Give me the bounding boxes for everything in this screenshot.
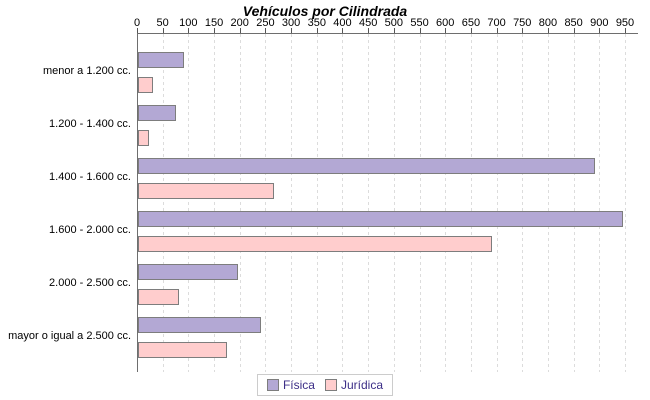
x-tick-label: 500 bbox=[384, 17, 403, 29]
legend: Física Jurídica bbox=[0, 374, 650, 396]
x-tick-mark bbox=[368, 28, 370, 33]
gridline bbox=[470, 34, 472, 372]
category-label: 2.000 - 2.500 cc. bbox=[49, 277, 131, 289]
x-tick-label: 650 bbox=[461, 17, 481, 29]
x-tick-mark bbox=[137, 28, 138, 33]
gridline bbox=[445, 34, 447, 372]
legend-item-jurídica: Jurídica bbox=[324, 378, 384, 392]
bar-jurídica-1 bbox=[138, 130, 149, 146]
x-tick-mark bbox=[625, 28, 626, 33]
x-tick-label: 350 bbox=[307, 17, 326, 29]
x-tick-mark bbox=[214, 28, 216, 33]
legend-label: Física bbox=[282, 378, 315, 392]
gridline bbox=[214, 34, 216, 372]
gridline bbox=[625, 34, 626, 372]
x-tick-label: 700 bbox=[487, 17, 506, 29]
y-axis-line bbox=[137, 33, 138, 372]
x-tick-label: 0 bbox=[133, 17, 141, 29]
bar-jurídica-3 bbox=[138, 236, 492, 252]
x-tick-mark bbox=[496, 28, 498, 33]
gridline bbox=[342, 34, 344, 372]
x-tick-label: 800 bbox=[538, 17, 558, 29]
x-tick-label: 250 bbox=[256, 17, 275, 29]
gridline bbox=[573, 34, 575, 372]
x-tick-label: 400 bbox=[333, 17, 352, 29]
x-tick-mark bbox=[239, 28, 241, 33]
x-tick-label: 300 bbox=[281, 17, 301, 29]
gridline bbox=[291, 34, 293, 372]
category-label: menor a 1.200 cc. bbox=[42, 65, 131, 77]
x-tick-label: 550 bbox=[410, 17, 429, 29]
x-tick-label: 850 bbox=[564, 17, 583, 29]
bar-física-3 bbox=[138, 211, 623, 227]
x-tick-mark bbox=[470, 28, 472, 33]
x-tick-label: 600 bbox=[436, 17, 455, 29]
x-tick-mark bbox=[419, 28, 421, 33]
x-axis-line bbox=[137, 33, 638, 34]
x-tick-mark bbox=[188, 28, 190, 33]
x-tick-mark bbox=[573, 28, 575, 33]
gridline bbox=[419, 34, 421, 372]
gridline bbox=[188, 34, 190, 372]
legend-item-física: Física bbox=[266, 378, 315, 392]
chart-title: Vehículos por Cilindrada bbox=[242, 3, 408, 19]
gridline bbox=[162, 34, 164, 372]
category-label: 1.200 - 1.400 cc. bbox=[49, 118, 131, 130]
bar-jurídica-2 bbox=[138, 183, 274, 199]
x-tick-mark bbox=[162, 28, 164, 33]
gridline bbox=[547, 34, 549, 372]
category-label: mayor o igual a 2.500 cc. bbox=[8, 330, 131, 342]
x-tick-label: 150 bbox=[204, 17, 224, 29]
category-label: 1.600 - 2.000 cc. bbox=[49, 224, 131, 236]
x-tick-mark bbox=[265, 28, 267, 33]
gridline bbox=[316, 34, 318, 372]
bar-física-0 bbox=[138, 52, 184, 68]
gridline bbox=[368, 34, 370, 372]
legend-box: Física Jurídica bbox=[256, 374, 394, 396]
bar-física-5 bbox=[138, 317, 261, 333]
legend-swatch-icon bbox=[324, 379, 337, 391]
category-label: 1.400 - 1.600 cc. bbox=[49, 171, 131, 183]
x-tick-mark bbox=[291, 28, 293, 33]
x-tick-label: 50 bbox=[156, 17, 169, 29]
bar-jurídica-4 bbox=[138, 289, 179, 305]
x-tick-mark bbox=[522, 28, 524, 33]
bar-física-4 bbox=[138, 264, 238, 280]
gridline bbox=[599, 34, 601, 372]
x-tick-mark bbox=[342, 28, 344, 33]
x-tick-mark bbox=[393, 28, 395, 33]
x-tick-label: 450 bbox=[358, 17, 378, 29]
x-tick-mark bbox=[316, 28, 318, 33]
legend-label: Jurídica bbox=[340, 378, 384, 392]
gridline bbox=[393, 34, 395, 372]
bar-física-2 bbox=[138, 158, 595, 174]
x-tick-label: 100 bbox=[179, 17, 198, 29]
gridline bbox=[265, 34, 267, 372]
x-tick-label: 750 bbox=[513, 17, 532, 29]
gridline bbox=[522, 34, 524, 372]
x-tick-label: 200 bbox=[230, 17, 249, 29]
x-tick-mark bbox=[547, 28, 549, 33]
legend-swatch-icon bbox=[266, 379, 279, 391]
x-tick-label: 950 bbox=[615, 17, 635, 29]
x-tick-label: 900 bbox=[590, 17, 609, 29]
gridline bbox=[239, 34, 241, 372]
x-tick-mark bbox=[599, 28, 601, 33]
bar-jurídica-5 bbox=[138, 342, 227, 358]
x-tick-mark bbox=[445, 28, 447, 33]
bar-jurídica-0 bbox=[138, 77, 153, 93]
gridline bbox=[496, 34, 498, 372]
bar-física-1 bbox=[138, 105, 176, 121]
